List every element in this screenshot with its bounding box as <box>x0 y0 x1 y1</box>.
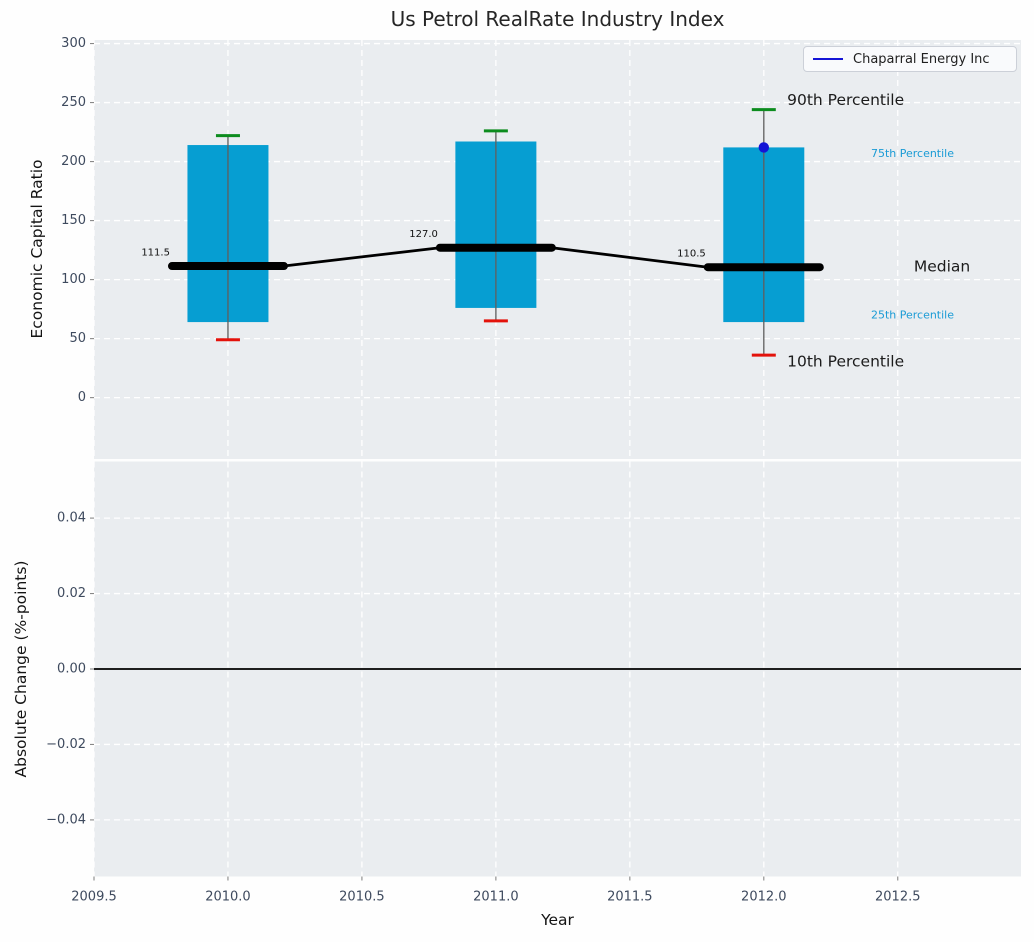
x-tick-label: 2010.0 <box>205 890 251 905</box>
median-connector <box>282 246 442 268</box>
company-point <box>758 142 769 153</box>
y-tick-label: 50 <box>69 331 86 346</box>
x-tick-label: 2011.5 <box>607 890 653 905</box>
median-value-label: 127.0 <box>409 229 438 240</box>
y-tick-label: 0 <box>78 390 86 405</box>
percentile-annotation: 75th Percentile <box>871 147 954 160</box>
y-tick-label: 200 <box>61 154 86 169</box>
y-tick-label: 0.02 <box>57 586 86 601</box>
x-tick-label: 2011.0 <box>473 890 519 905</box>
x-tick-label: 2012.0 <box>741 890 787 905</box>
median-value-label: 111.5 <box>141 248 170 259</box>
y-axis-label-top: Economic Capital Ratio <box>28 159 46 339</box>
x-tick-label: 2009.5 <box>71 890 117 905</box>
x-axis-label: Year <box>541 911 574 929</box>
chart-title: Us Petrol RealRate Industry Index <box>390 7 725 31</box>
median-connector <box>550 246 710 269</box>
y-tick-label: −0.02 <box>46 737 86 752</box>
legend-line-swatch <box>813 57 843 61</box>
percentile-annotation: Median <box>914 258 970 276</box>
y-axis-label-bottom: Absolute Change (%-points) <box>12 560 30 778</box>
y-tick-label: 100 <box>61 272 86 287</box>
percentile-annotation: 90th Percentile <box>787 91 904 109</box>
y-tick-label: 250 <box>61 95 86 110</box>
y-tick-label: 0.04 <box>57 511 86 526</box>
legend-label: Chaparral Energy Inc <box>853 51 990 67</box>
percentile-annotation: 10th Percentile <box>787 353 904 371</box>
y-tick-label: 0.00 <box>57 662 86 677</box>
y-tick-label: 300 <box>61 36 86 51</box>
median-value-label: 110.5 <box>677 249 706 260</box>
y-tick-label: −0.04 <box>46 812 86 827</box>
legend: Chaparral Energy Inc <box>803 46 1017 72</box>
x-tick-label: 2012.5 <box>875 890 921 905</box>
x-tick-label: 2010.5 <box>339 890 385 905</box>
percentile-annotation: 25th Percentile <box>871 309 954 322</box>
y-tick-label: 150 <box>61 213 86 228</box>
